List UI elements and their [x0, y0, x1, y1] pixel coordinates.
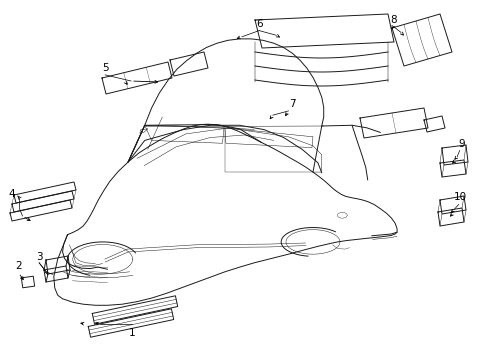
Text: 3: 3 — [36, 252, 42, 262]
Text: 10: 10 — [453, 192, 466, 202]
Text: 1: 1 — [128, 328, 135, 338]
Text: 8: 8 — [389, 15, 396, 25]
Text: 5: 5 — [102, 63, 108, 73]
Text: 2: 2 — [15, 261, 22, 271]
Text: 7: 7 — [288, 99, 295, 109]
Text: 9: 9 — [458, 139, 465, 149]
Text: 4: 4 — [9, 189, 16, 199]
Text: 6: 6 — [255, 19, 262, 30]
